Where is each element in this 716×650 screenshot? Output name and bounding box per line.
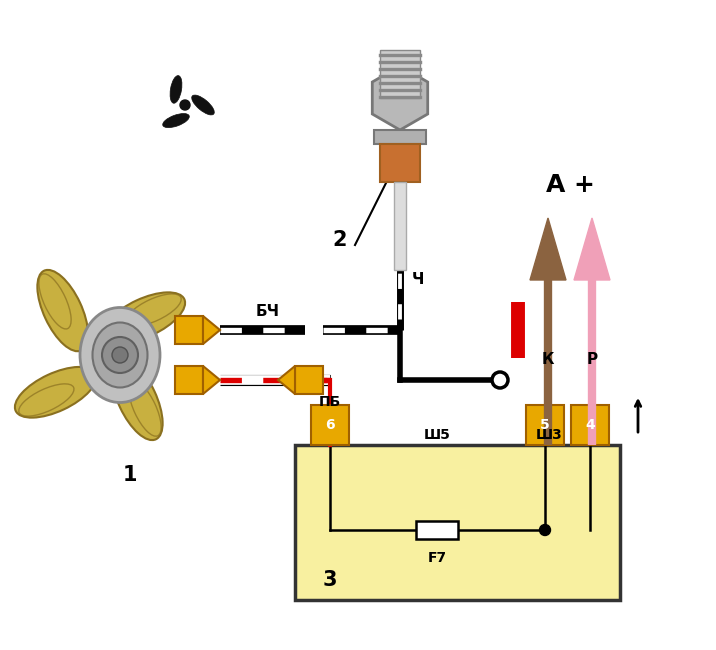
Bar xyxy=(394,182,406,270)
Circle shape xyxy=(180,100,190,110)
Bar xyxy=(526,405,564,445)
Polygon shape xyxy=(278,366,295,394)
Text: Ш3: Ш3 xyxy=(536,428,562,442)
Ellipse shape xyxy=(37,270,88,351)
Text: Р: Р xyxy=(586,352,598,367)
Ellipse shape xyxy=(104,292,185,343)
Text: 5: 5 xyxy=(540,418,550,432)
Bar xyxy=(416,521,458,539)
Circle shape xyxy=(102,337,138,373)
Bar xyxy=(175,316,203,344)
Polygon shape xyxy=(530,218,566,280)
Ellipse shape xyxy=(163,114,189,127)
Text: 1: 1 xyxy=(122,465,137,485)
Ellipse shape xyxy=(15,367,96,418)
Circle shape xyxy=(112,347,128,363)
Polygon shape xyxy=(203,366,220,394)
Text: ПБ: ПБ xyxy=(319,395,341,409)
Ellipse shape xyxy=(170,75,182,103)
Text: +: + xyxy=(573,173,594,197)
Text: 4: 4 xyxy=(585,418,595,432)
Text: БЧ: БЧ xyxy=(256,304,280,320)
Ellipse shape xyxy=(129,381,161,436)
Bar xyxy=(295,366,323,394)
Bar xyxy=(380,50,420,98)
Bar xyxy=(380,144,420,182)
Bar xyxy=(175,366,203,394)
Text: А: А xyxy=(546,173,565,197)
Bar xyxy=(295,445,620,600)
Polygon shape xyxy=(203,316,220,344)
Circle shape xyxy=(492,372,508,388)
Bar xyxy=(311,405,349,445)
Ellipse shape xyxy=(112,359,163,440)
Text: F7: F7 xyxy=(427,551,447,565)
Ellipse shape xyxy=(92,322,147,387)
Circle shape xyxy=(539,525,551,536)
Ellipse shape xyxy=(19,384,74,416)
Text: Ч: Ч xyxy=(412,272,424,287)
Ellipse shape xyxy=(39,274,71,329)
Polygon shape xyxy=(574,218,610,280)
Text: 6: 6 xyxy=(325,418,335,432)
Text: 2: 2 xyxy=(333,230,347,250)
Text: Ш5: Ш5 xyxy=(424,428,450,442)
Text: К: К xyxy=(542,352,554,367)
Polygon shape xyxy=(372,66,427,130)
Ellipse shape xyxy=(192,95,214,115)
Text: 3: 3 xyxy=(323,570,337,590)
Bar xyxy=(571,405,609,445)
Bar xyxy=(374,130,426,144)
Ellipse shape xyxy=(80,307,160,402)
Ellipse shape xyxy=(126,294,181,326)
